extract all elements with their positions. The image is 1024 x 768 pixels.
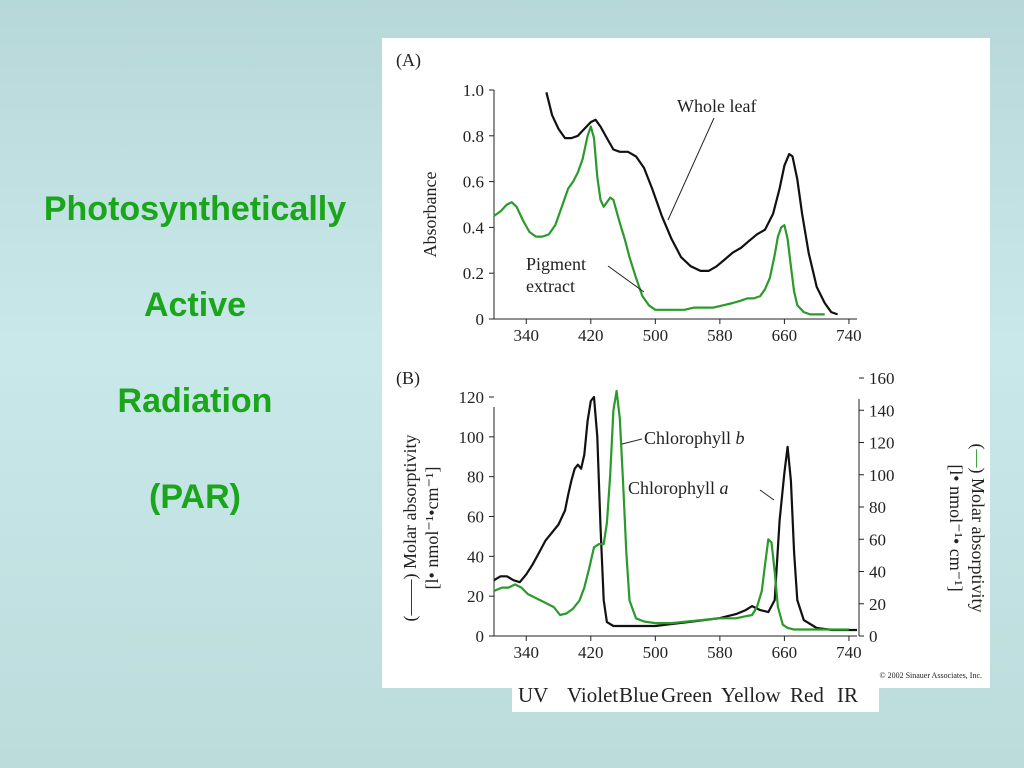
- whole-leaf-pointer: [667, 117, 715, 221]
- chart-b-x-tick-label: 740: [836, 643, 862, 662]
- copyright-notice: © 2002 Sinauer Associates, Inc.: [879, 671, 982, 680]
- chart-b-y-tick-label-left: 40: [467, 547, 484, 566]
- chart-b-y-tick-label-left: 100: [459, 428, 485, 447]
- pigment-extract-annotation-line1: Pigment: [526, 254, 586, 274]
- chart-a-y-tick-label: 0.6: [463, 173, 484, 192]
- chart-b-x-ticks: 340 420 500 580 660 740: [514, 636, 862, 662]
- chart-a-y-tick-label: 0: [476, 310, 485, 329]
- chart-a-y-ticks: 0 0.2 0.4 0.6 0.8 1.0: [463, 81, 494, 329]
- chart-a-x-ticks: 340 420 500 580 660 740: [514, 319, 862, 345]
- chlorophyll-a-pointer: [759, 489, 775, 501]
- chart-b-y-tick-label-right: 20: [869, 595, 886, 614]
- whole-leaf-line: [545, 92, 838, 316]
- chart-b-x-tick-label: 500: [643, 643, 669, 662]
- chart-a: 340 420 500 580 660 740 0 0.2 0.4 0.6 0.8 1.0 Abso…: [420, 81, 862, 345]
- chart-b-y-ticks-right: 0 20 40 60 80 100 120 140 160: [859, 369, 895, 646]
- chart-b-y-tick-label-right: 160: [869, 369, 895, 388]
- chlorophyll-a-annotation: Chlorophyll a: [628, 478, 729, 498]
- chlorophyll-b-annotation: Chlorophyll b: [644, 428, 745, 448]
- chart-b-y-tick-label-left: 20: [467, 587, 484, 606]
- chart-b-y-tick-label-right: 80: [869, 498, 886, 517]
- pigment-extract-line: [493, 125, 825, 316]
- chlorophyll-a-line: [493, 395, 857, 632]
- spectra-svg: (A) (B) 340 420 500 580 660 740 0 0.2 0.4 0.6 0.8…: [396, 50, 988, 680]
- chart-b-y-tick-label-right: 0: [869, 627, 878, 646]
- right-label-line2: [l• nmol⁻¹• cm⁻¹]: [946, 464, 966, 591]
- chart-b-y-ticks-left: 0 20 40 60 80 100 120: [459, 388, 494, 646]
- chart-a-x-tick-label: 500: [643, 326, 669, 345]
- chart-b-y-tick-label-right: 60: [869, 530, 886, 549]
- pigment-extract-pointer: [607, 265, 645, 293]
- pigment-extract-annotation-line2: extract: [526, 276, 575, 296]
- title-line-2: Active: [143, 286, 247, 324]
- chart-a-x-tick-label: 340: [514, 326, 540, 345]
- chart-b-x-tick-label: 340: [514, 643, 540, 662]
- chlorophyll-b-pointer: [621, 438, 643, 445]
- chart-b-series: [493, 389, 857, 632]
- chart-a-y-tick-label: 0.4: [463, 218, 485, 237]
- band-green: Green: [661, 683, 713, 707]
- slide-title: Photosynthetically Active Radiation (PAR…: [10, 185, 380, 521]
- chart-b-y-tick-label-right: 140: [869, 401, 895, 420]
- band-ir: IR: [837, 683, 858, 707]
- chart-b-y-tick-label-left: 80: [467, 468, 484, 487]
- title-line-1: Photosynthetically: [43, 190, 347, 228]
- chart-b-y-tick-label-right: 100: [869, 466, 895, 485]
- chart-b-y-axis-label-right: (—) Molar absorptivity [l• nmol⁻¹• cm⁻¹]: [946, 444, 988, 613]
- panel-b-label: (B): [396, 368, 420, 389]
- absorption-spectra-figure: (A) (B) 340 420 500 580 660 740 0 0.2 0.4 0.6 0.8…: [382, 38, 990, 688]
- chart-a-y-tick-label: 0.8: [463, 127, 484, 146]
- chart-b-x-tick-label: 660: [772, 643, 798, 662]
- left-label-line2: [l• nmol⁻¹•cm⁻¹]: [422, 467, 442, 590]
- title-line-4: (PAR): [149, 478, 241, 516]
- chart-a-x-tick-label: 740: [836, 326, 862, 345]
- chart-b-x-tick-label: 580: [707, 643, 733, 662]
- band-blue: Blue: [619, 683, 659, 707]
- chart-a-y-tick-label: 1.0: [463, 81, 484, 100]
- whole-leaf-annotation: Whole leaf: [677, 96, 756, 116]
- chart-a-x-tick-label: 660: [772, 326, 798, 345]
- chlorophyll-b-line: [493, 389, 849, 631]
- band-violet: Violet: [567, 683, 618, 707]
- chart-b-y-tick-label-left: 0: [476, 627, 485, 646]
- chart-a-x-tick-label: 420: [578, 326, 604, 345]
- chart-a-series: [493, 92, 838, 316]
- left-label-line1: (——) Molar absorptivity: [400, 435, 421, 622]
- chart-b-y-axis-label-left: (——) Molar absorptivity [l• nmol⁻¹•cm⁻¹]: [400, 435, 442, 622]
- right-label-line1: (—) Molar absorptivity: [967, 444, 988, 613]
- panel-a-label: (A): [396, 50, 421, 71]
- title-line-3: Radiation: [117, 382, 273, 420]
- chart-b-y-tick-label-left: 60: [467, 508, 484, 527]
- spectrum-band-labels: UV Violet Blue Green Yellow Red IR: [512, 672, 879, 712]
- chart-b-y-tick-label-left: 120: [459, 388, 485, 407]
- chart-a-y-axis-label: Absorbance: [420, 172, 440, 258]
- band-uv: UV: [518, 683, 548, 707]
- chart-b: 340 420 500 580 660 740 0 20 40 60 80 100 120 0 20 40…: [400, 369, 988, 662]
- band-yellow: Yellow: [721, 683, 782, 707]
- chart-a-y-tick-label: 0.2: [463, 264, 484, 283]
- chart-b-y-tick-label-right: 40: [869, 563, 886, 582]
- chart-b-x-tick-label: 420: [578, 643, 604, 662]
- chart-b-y-tick-label-right: 120: [869, 434, 895, 453]
- band-red: Red: [790, 683, 824, 707]
- spectrum-band-svg: UV Violet Blue Green Yellow Red IR: [518, 683, 858, 707]
- chart-a-x-tick-label: 580: [707, 326, 733, 345]
